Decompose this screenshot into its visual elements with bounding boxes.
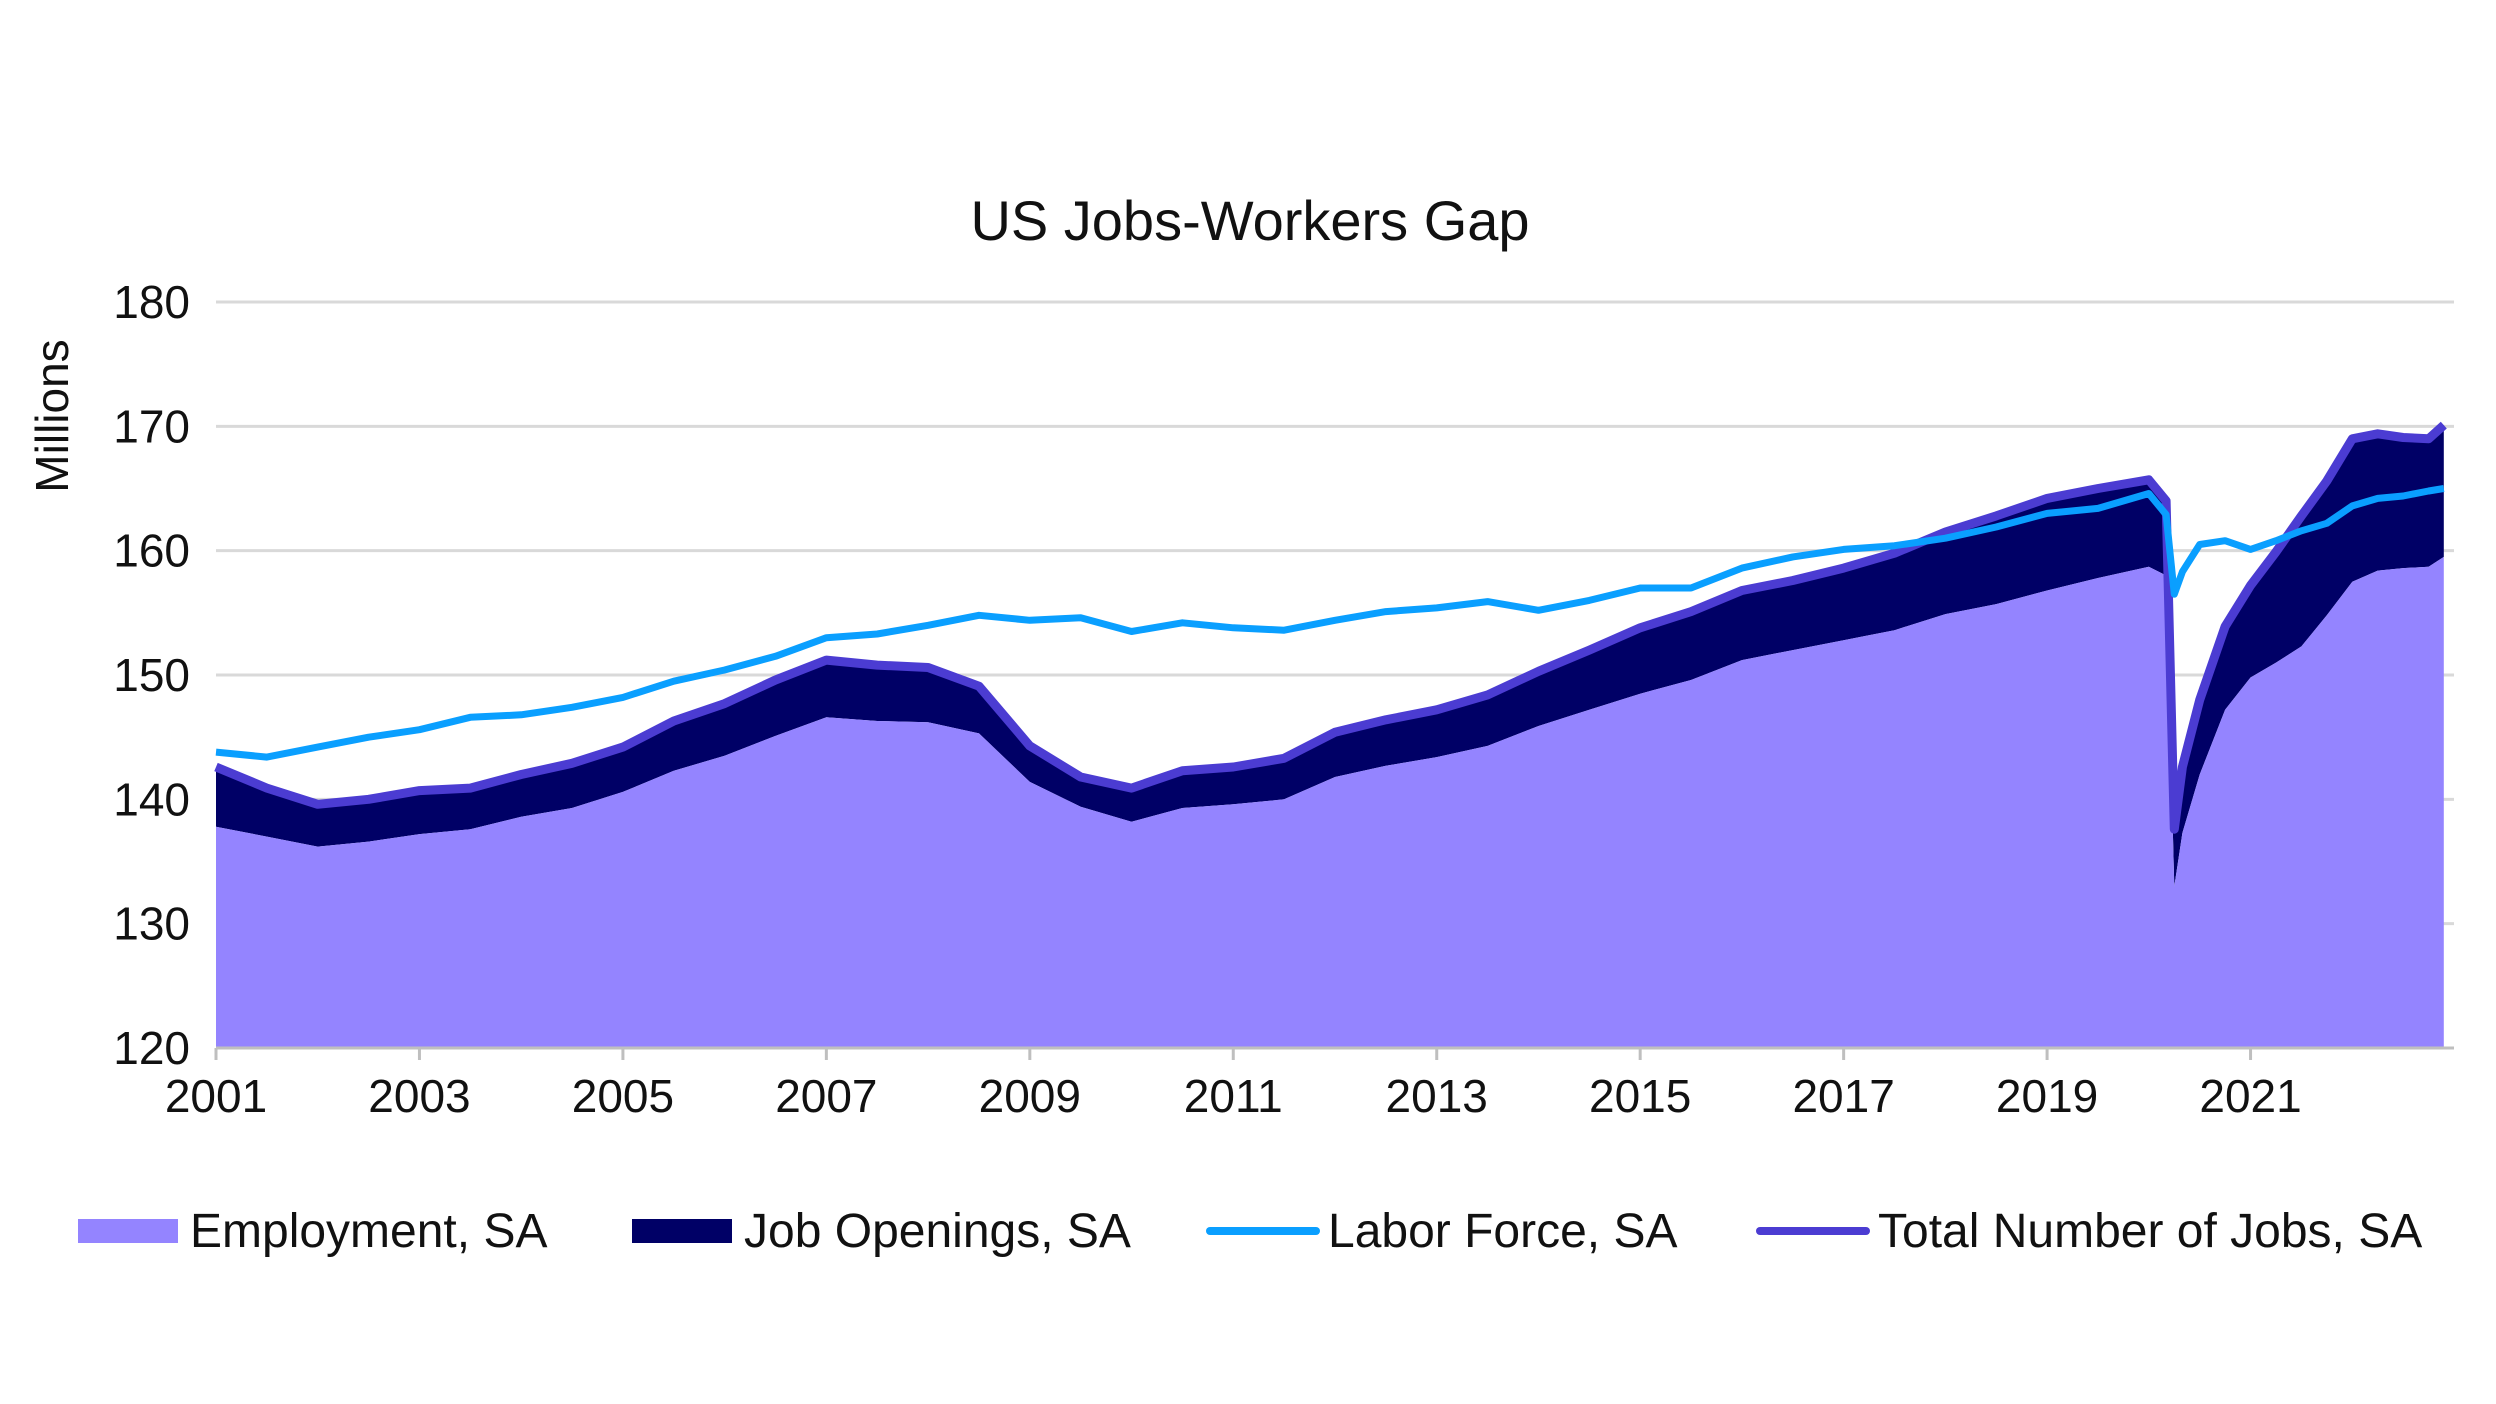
y-tick-180: 180	[113, 276, 190, 328]
legend-label-labor-force: Labor Force, SA	[1328, 1204, 1678, 1258]
axes	[214, 1046, 2454, 1060]
legend-item-employment: Employment, SA	[78, 1196, 547, 1266]
x-tick-2009: 2009	[979, 1070, 1081, 1122]
x-tick-2003: 2003	[368, 1070, 470, 1122]
employment-swatch	[78, 1219, 178, 1243]
x-tick-2019: 2019	[1996, 1070, 2098, 1122]
labor-force-swatch	[1206, 1227, 1320, 1235]
legend-item-total-jobs: Total Number of Jobs, SA	[1756, 1196, 2422, 1266]
legend-label-employment: Employment, SA	[190, 1204, 548, 1258]
total-jobs-line	[214, 421, 2447, 834]
x-tick-2001: 2001	[165, 1070, 267, 1122]
legend-label-total-jobs: Total Number of Jobs, SA	[1878, 1204, 2423, 1258]
x-tick-2013: 2013	[1386, 1070, 1488, 1122]
y-tick-120: 120	[113, 1022, 190, 1074]
y-tick-160: 160	[113, 525, 190, 577]
y-tick-170: 170	[113, 400, 190, 452]
y-tick-labels: 120 130 140 150 160 170 180	[113, 276, 190, 1074]
y-tick-130: 130	[113, 898, 190, 950]
y-tick-150: 150	[113, 649, 190, 701]
x-tick-2005: 2005	[572, 1070, 674, 1122]
area-layer	[216, 425, 2444, 1048]
x-tick-2021: 2021	[2199, 1070, 2301, 1122]
x-tick-2007: 2007	[775, 1070, 877, 1122]
y-tick-140: 140	[113, 773, 190, 825]
labor-force-line	[215, 485, 2445, 761]
x-tick-2015: 2015	[1589, 1070, 1691, 1122]
legend-item-job-openings: Job Openings, SA	[632, 1196, 1131, 1266]
legend-item-labor-force: Labor Force, SA	[1206, 1196, 1678, 1266]
job-openings-swatch	[632, 1219, 732, 1243]
x-tick-labels: 2001 2003 2005 2007 2009 2011 2013 2015 2017 2019…	[165, 1070, 2302, 1122]
line-layer	[214, 421, 2447, 834]
y-axis-label: Millions	[26, 339, 78, 492]
x-tick-2017: 2017	[1792, 1070, 1894, 1122]
x-tick-2011: 2011	[1184, 1070, 1283, 1122]
legend: Employment, SA Job Openings, SA Labor Fo…	[0, 1196, 2496, 1266]
chart-title: US Jobs-Workers Gap	[970, 189, 1529, 252]
legend-label-job-openings: Job Openings, SA	[744, 1204, 1131, 1258]
employment-area	[216, 556, 2444, 1048]
total-jobs-swatch	[1756, 1227, 1870, 1235]
